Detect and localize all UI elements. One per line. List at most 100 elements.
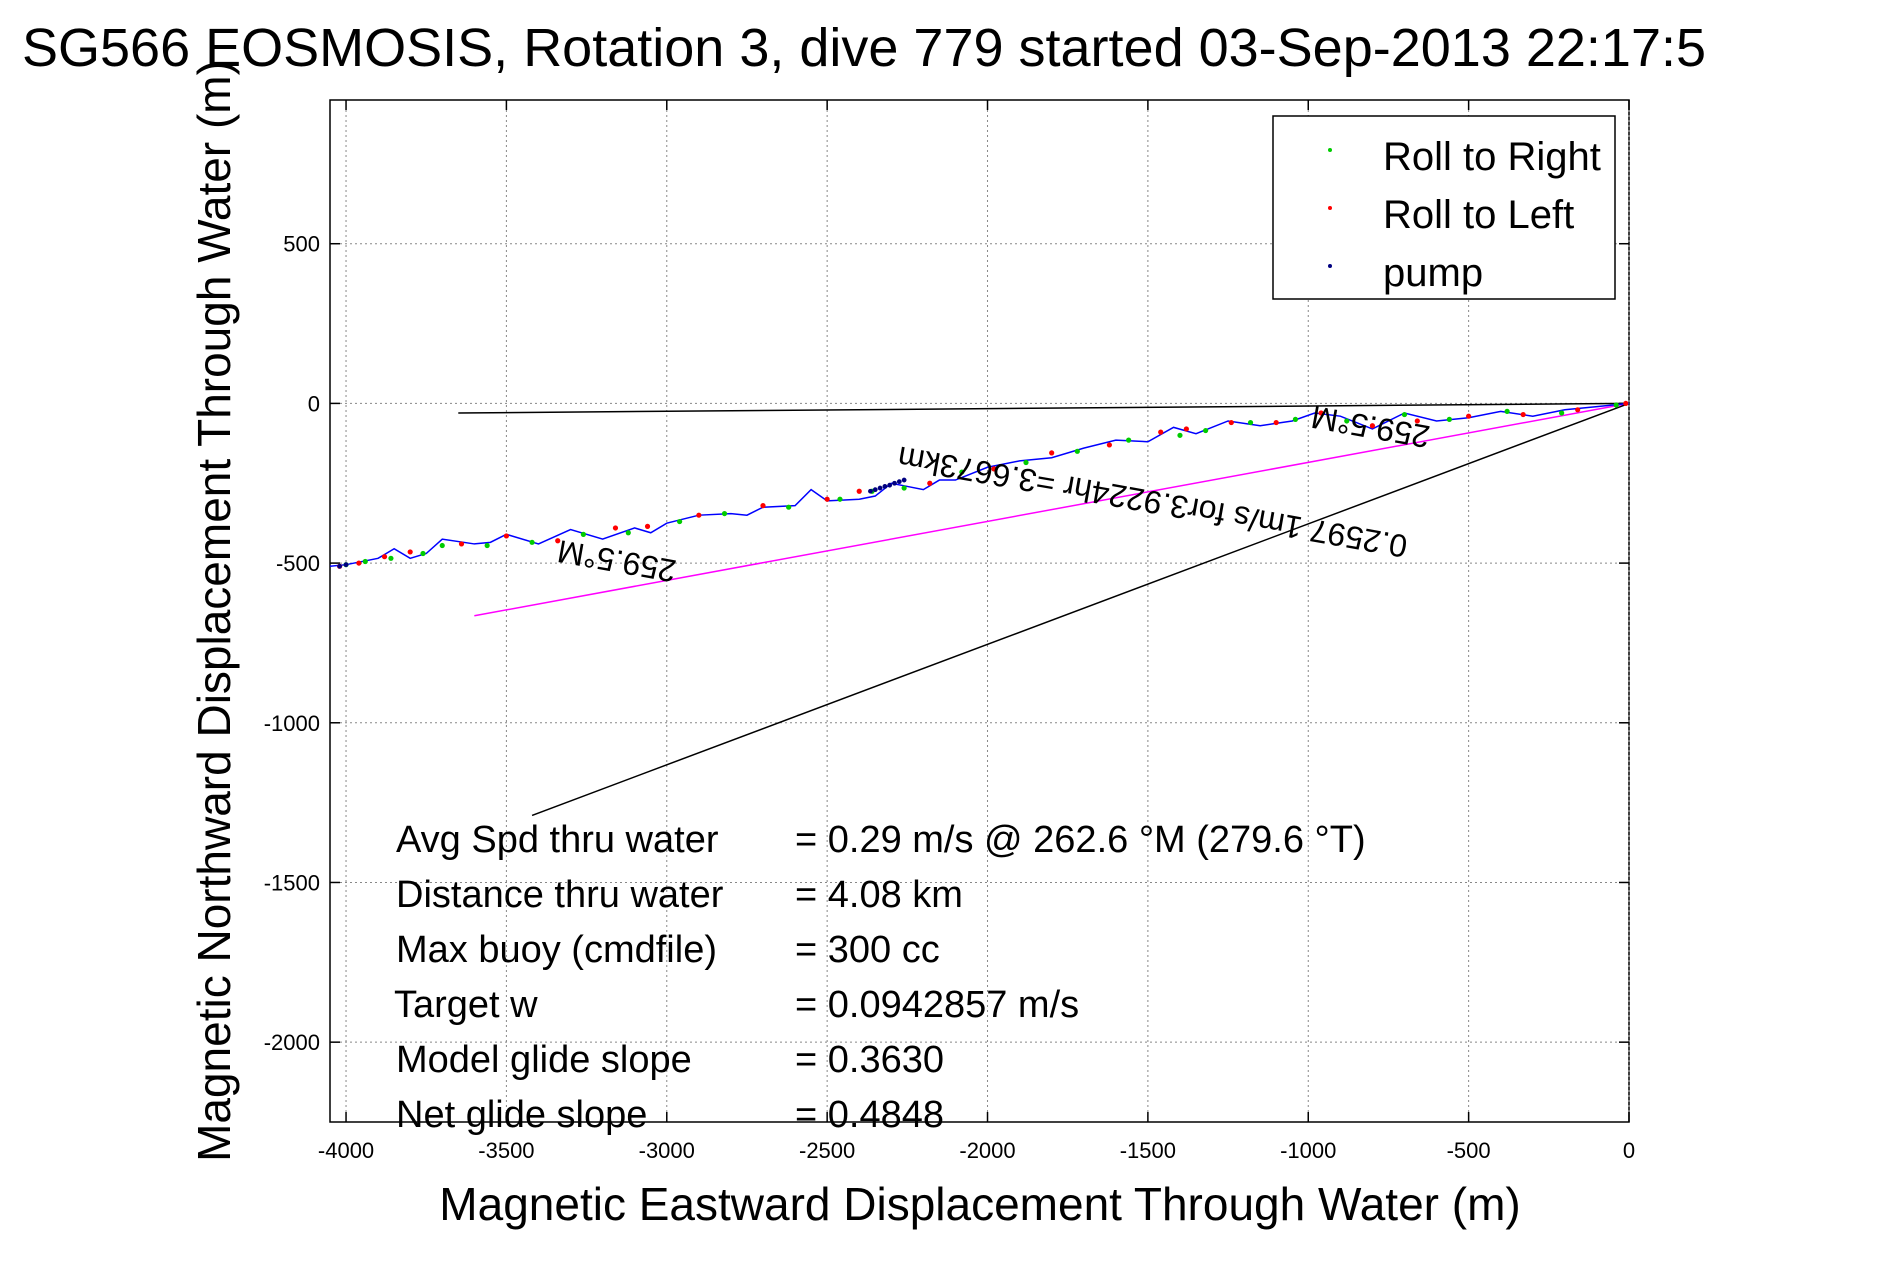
- y-axis-label: Magnetic Northward Displacement Through …: [188, 60, 240, 1162]
- roll-left-point: [1158, 429, 1164, 435]
- roll-left-point: [927, 480, 933, 486]
- roll-left-point: [1318, 410, 1324, 416]
- annotation-label-1: 259.5°M: [1309, 399, 1433, 455]
- pump-point: [877, 485, 883, 491]
- roll-left-point: [991, 466, 997, 472]
- pump-point: [343, 562, 349, 568]
- roll-right-point: [677, 518, 683, 525]
- roll-right-point: [959, 469, 965, 475]
- roll-left-point: [696, 512, 702, 518]
- roll-right-point: [625, 530, 631, 536]
- legend-label-roll-right: Roll to Right: [1383, 135, 1601, 179]
- reference-line-1: [458, 402, 1630, 414]
- pump-point: [868, 488, 873, 494]
- grid-lines: [330, 100, 1630, 1122]
- roll-right-point: [1023, 459, 1029, 466]
- roll-left-point: [644, 523, 651, 529]
- roll-left-point: [1228, 419, 1234, 426]
- roll-right-point: [837, 496, 843, 502]
- roll-right-point: [901, 485, 907, 491]
- roll-left-point: [356, 560, 362, 566]
- roll-right-point: [1126, 437, 1132, 443]
- roll-right-point: [1203, 427, 1209, 434]
- roll-right-point: [1559, 410, 1565, 416]
- roll-right-point: [439, 542, 445, 549]
- stat-value-net-glide: = 0.4848: [795, 1094, 944, 1136]
- y-tick-label: -1500: [264, 870, 320, 895]
- roll-left-point: [555, 538, 561, 544]
- x-tick-label: -2000: [959, 1138, 1015, 1163]
- stat-label-net-glide: Net glide slope: [396, 1094, 647, 1136]
- roll-left-point: [1575, 407, 1581, 413]
- pump-point: [901, 477, 907, 483]
- legend: Roll to Right Roll to Left pump: [1272, 115, 1616, 300]
- roll-right-point: [529, 539, 535, 545]
- roll-right-point: [1344, 418, 1350, 424]
- stat-value-avg-spd: = 0.29 m/s @ 262.6 °M (279.6 °T): [795, 819, 1366, 861]
- stat-label-target-w: Target w: [394, 984, 538, 1026]
- roll-right-point: [1401, 411, 1408, 418]
- x-tick-label: -3000: [639, 1138, 695, 1163]
- stat-label-distance: Distance thru water: [396, 874, 724, 916]
- roll-left-point: [856, 488, 862, 494]
- roll-left-point: [1466, 413, 1472, 419]
- x-tick-label: -2500: [799, 1138, 855, 1163]
- stat-value-distance: = 4.08 km: [795, 874, 963, 916]
- x-tick-label: 0: [1623, 1138, 1635, 1163]
- stat-label-max-buoy: Max buoy (cmdfile): [396, 929, 717, 971]
- y-tick-label: -2000: [264, 1030, 320, 1055]
- x-tick-label: -500: [1447, 1138, 1491, 1163]
- roll-left-point: [1183, 426, 1189, 432]
- stat-label-model-glide: Model glide slope: [396, 1039, 692, 1081]
- roll-right-point: [420, 550, 426, 557]
- pump-point: [872, 487, 878, 493]
- roll-left-point: [381, 554, 388, 560]
- roll-right-point: [1292, 416, 1299, 422]
- roll-left-point: [458, 541, 465, 547]
- dive-track: [329, 402, 1630, 568]
- roll-right-point: [388, 555, 394, 561]
- stat-value-target-w: = 0.0942857 m/s: [795, 984, 1079, 1026]
- stat-label-avg-spd: Avg Spd thru water: [396, 819, 719, 861]
- roll-left-point: [1369, 423, 1376, 429]
- x-tick-label: -4000: [318, 1138, 374, 1163]
- roll-left-point: [1414, 418, 1420, 424]
- roll-left-point: [824, 496, 830, 502]
- heading-annotations: 259.5°M0.2597 1m/s for3.9224hr =3.6673km…: [555, 399, 1433, 589]
- y-tick-label: -500: [276, 551, 320, 576]
- legend-label-pump: pump: [1383, 251, 1483, 295]
- roll-left-point: [1273, 419, 1279, 426]
- reference-line-3: [531, 402, 1630, 817]
- roll-left-point: [612, 525, 619, 531]
- roll-left-point: [407, 549, 413, 555]
- roll-right-point: [786, 504, 792, 510]
- legend-label-roll-left: Roll to Left: [1383, 193, 1574, 237]
- dive-stats: Avg Spd thru water = 0.29 m/s @ 262.6 °M…: [394, 819, 1366, 1136]
- x-axis-label: Magnetic Eastward Displacement Through W…: [439, 1178, 1520, 1230]
- pump-point: [887, 482, 893, 488]
- y-tick-label: 0: [308, 391, 320, 416]
- reference-lines: [458, 402, 1630, 817]
- roll-right-point: [721, 510, 728, 517]
- pump-point: [337, 563, 343, 569]
- roll-right-point: [484, 542, 490, 549]
- roll-right-point: [362, 558, 368, 565]
- roll-left-point: [1106, 442, 1112, 448]
- legend-marker-roll-left: [1328, 206, 1332, 210]
- x-tick-label: -3500: [478, 1138, 534, 1163]
- roll-right-point: [1613, 402, 1619, 408]
- roll-right-point: [1504, 408, 1510, 414]
- legend-marker-roll-right: [1328, 148, 1332, 152]
- stat-value-max-buoy: = 300 cc: [795, 929, 940, 971]
- roll-points: [337, 400, 1629, 569]
- y-axis-ticks: 500 0 -500 -1000 -1500 -2000: [264, 232, 1629, 1055]
- reference-line-2: [474, 402, 1630, 617]
- roll-left-point: [1623, 400, 1629, 407]
- pump-point: [892, 480, 897, 486]
- stat-value-model-glide: = 0.3630: [795, 1039, 944, 1081]
- legend-marker-pump: [1328, 264, 1332, 268]
- chart-title: SG566 EOSMOSIS, Rotation 3, dive 779 sta…: [22, 18, 1706, 78]
- roll-left-point: [1520, 411, 1526, 418]
- roll-right-point: [1177, 432, 1183, 438]
- track-line: [329, 402, 1630, 568]
